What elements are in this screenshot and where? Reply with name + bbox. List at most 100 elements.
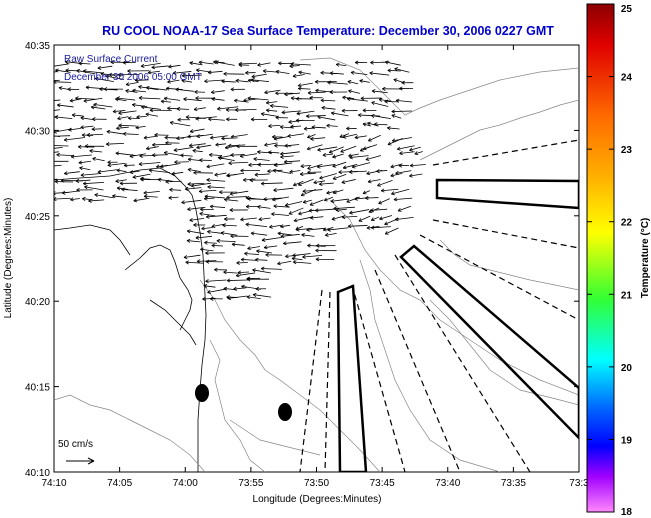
current-vector bbox=[54, 63, 70, 67]
current-vector bbox=[401, 80, 414, 85]
current-vector bbox=[80, 116, 93, 121]
current-vector bbox=[280, 224, 291, 229]
colorbar bbox=[586, 3, 615, 513]
current-vector bbox=[209, 296, 223, 301]
current-vector bbox=[235, 272, 256, 278]
current-vector bbox=[69, 98, 82, 103]
current-vector bbox=[78, 160, 91, 165]
current-vector bbox=[295, 227, 313, 232]
current-vector bbox=[297, 86, 311, 91]
current-vector bbox=[306, 114, 326, 119]
current-vector bbox=[79, 166, 91, 171]
current-vector bbox=[92, 156, 105, 162]
current-vector bbox=[284, 143, 300, 148]
current-vector bbox=[174, 160, 190, 165]
current-vector bbox=[195, 96, 216, 101]
current-vector bbox=[204, 79, 224, 84]
current-vector bbox=[175, 87, 194, 92]
overlay-line-1: Raw Surface Current bbox=[64, 54, 158, 65]
current-vector bbox=[399, 86, 414, 91]
current-vector bbox=[257, 162, 278, 167]
current-vector bbox=[129, 170, 140, 175]
current-vector bbox=[226, 117, 238, 122]
current-vector bbox=[252, 268, 271, 274]
current-vector bbox=[219, 190, 238, 195]
current-vector bbox=[240, 257, 257, 262]
current-vector bbox=[319, 173, 337, 180]
current-vector bbox=[314, 208, 337, 213]
current-vector bbox=[215, 60, 235, 66]
current-vector bbox=[93, 102, 113, 108]
current-vector bbox=[207, 229, 223, 234]
current-vector bbox=[303, 126, 315, 131]
current-vector bbox=[84, 185, 104, 191]
current-vector bbox=[119, 181, 137, 186]
current-vector bbox=[129, 153, 146, 159]
current-vector bbox=[157, 177, 173, 182]
colorbar-tick-label: 25 bbox=[621, 4, 633, 15]
current-vector bbox=[209, 204, 226, 209]
current-vector bbox=[342, 163, 358, 170]
current-vector bbox=[230, 234, 249, 239]
current-vector bbox=[346, 196, 360, 203]
current-vector bbox=[76, 69, 96, 75]
current-vector bbox=[195, 116, 217, 121]
current-vector bbox=[149, 108, 172, 113]
current-vector bbox=[366, 225, 380, 230]
current-vector bbox=[75, 178, 91, 183]
current-vector bbox=[122, 131, 139, 136]
current-vector bbox=[223, 71, 245, 76]
current-vector bbox=[300, 164, 312, 169]
colorbar-ticks: 25 24 23 22 21 20 19 18 bbox=[587, 3, 633, 518]
current-vector bbox=[279, 125, 294, 130]
current-vector bbox=[307, 90, 326, 95]
current-vector bbox=[322, 152, 334, 157]
current-vector bbox=[349, 155, 369, 160]
current-vector bbox=[254, 172, 270, 177]
current-vector bbox=[273, 136, 289, 141]
current-vector bbox=[105, 74, 125, 80]
current-vector bbox=[330, 198, 349, 204]
current-vector bbox=[145, 112, 159, 117]
current-vector bbox=[261, 236, 283, 242]
current-vector bbox=[118, 110, 137, 115]
current-vector bbox=[318, 181, 334, 187]
current-vector bbox=[340, 145, 357, 153]
surface-current-vectors bbox=[54, 60, 426, 301]
current-vector bbox=[200, 207, 214, 212]
current-vector bbox=[306, 227, 326, 232]
current-vector bbox=[92, 117, 107, 122]
current-vector bbox=[298, 70, 311, 75]
current-vector bbox=[387, 68, 401, 73]
current-vector bbox=[236, 144, 258, 149]
current-vector bbox=[280, 154, 294, 159]
y-axis-label: Latitude (Degrees:Minutes) bbox=[3, 198, 14, 319]
current-vector bbox=[168, 64, 181, 69]
current-vector bbox=[54, 196, 71, 202]
current-vector bbox=[253, 157, 270, 162]
current-vector bbox=[244, 251, 260, 256]
current-vector bbox=[204, 240, 217, 245]
current-vector bbox=[283, 159, 301, 164]
current-vector bbox=[188, 143, 206, 148]
current-vector bbox=[138, 161, 161, 167]
current-vector bbox=[134, 78, 149, 83]
current-vector bbox=[260, 112, 278, 117]
current-vector bbox=[255, 286, 267, 291]
current-vector bbox=[328, 146, 344, 154]
current-vector bbox=[306, 144, 323, 151]
current-vector bbox=[358, 215, 371, 222]
current-vector bbox=[250, 117, 268, 122]
current-vector bbox=[176, 106, 190, 111]
current-vector bbox=[371, 101, 389, 107]
current-vector bbox=[275, 115, 289, 120]
bathymetry-contours bbox=[54, 57, 579, 472]
current-vector bbox=[370, 216, 380, 222]
current-vector bbox=[91, 127, 102, 132]
current-vector bbox=[264, 142, 278, 147]
current-vector bbox=[70, 154, 92, 159]
current-vector bbox=[168, 195, 179, 200]
current-vector bbox=[316, 164, 336, 169]
current-vector bbox=[317, 115, 336, 121]
